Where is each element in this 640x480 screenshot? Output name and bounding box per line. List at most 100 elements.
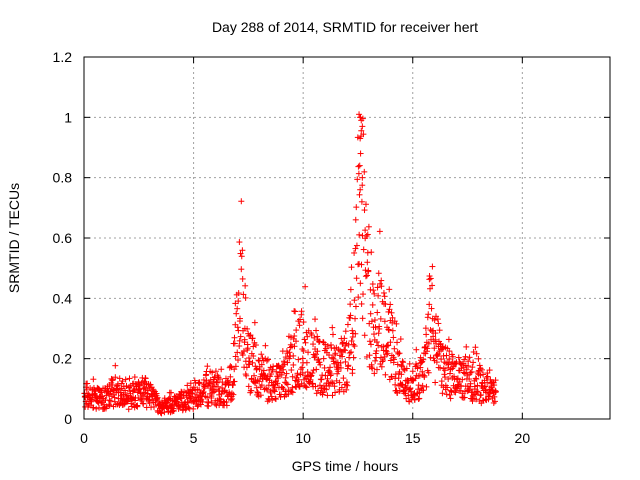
data-point	[238, 198, 245, 205]
data-point	[375, 292, 382, 299]
data-point	[116, 375, 123, 382]
data-point	[439, 343, 446, 350]
y-tick-label: 0.8	[53, 170, 73, 186]
data-point	[309, 370, 316, 377]
y-axis-title: SRMTID / TECUs	[6, 183, 22, 293]
data-point	[431, 345, 438, 352]
data-point	[351, 343, 358, 350]
data-point	[467, 380, 474, 387]
data-point	[491, 393, 498, 400]
data-point	[313, 366, 320, 373]
data-point	[302, 383, 309, 390]
data-point	[229, 395, 236, 402]
data-point	[355, 170, 362, 177]
data-point	[235, 298, 242, 305]
data-point	[125, 406, 132, 413]
data-point	[342, 358, 349, 365]
data-point	[213, 379, 220, 386]
data-point	[327, 364, 334, 371]
data-point	[491, 398, 498, 405]
data-point	[473, 376, 480, 383]
data-point	[300, 347, 307, 354]
data-point	[347, 312, 354, 319]
data-point	[362, 201, 369, 208]
data-point	[239, 247, 246, 254]
data-point	[168, 389, 175, 396]
data-point	[357, 280, 364, 287]
data-point	[411, 396, 418, 403]
data-point	[413, 362, 420, 369]
data-point	[299, 364, 306, 371]
data-point	[274, 380, 281, 387]
data-point	[234, 324, 241, 331]
data-point	[490, 399, 497, 406]
data-point	[298, 308, 305, 315]
data-point	[141, 389, 148, 396]
data-point	[492, 388, 499, 395]
data-point	[314, 348, 321, 355]
data-point	[294, 372, 301, 379]
data-point	[329, 324, 336, 331]
data-point	[83, 386, 90, 393]
data-point	[140, 379, 147, 386]
data-point	[374, 309, 381, 316]
x-tick-label: 15	[405, 430, 421, 446]
data-point	[340, 375, 347, 382]
data-point	[409, 376, 416, 383]
data-point	[268, 371, 275, 378]
data-point	[283, 380, 290, 387]
data-point	[476, 362, 483, 369]
data-point	[243, 364, 250, 371]
data-point	[310, 367, 317, 374]
data-point	[371, 317, 378, 324]
data-point	[238, 266, 245, 273]
data-point	[355, 294, 362, 301]
data-point	[248, 387, 255, 394]
data-point	[200, 388, 207, 395]
data-point	[134, 403, 141, 410]
chart-title: Day 288 of 2014, SRMTID for receiver her…	[212, 19, 478, 35]
data-point	[386, 286, 393, 293]
data-point	[359, 174, 366, 181]
data-point	[268, 379, 275, 386]
data-point	[443, 391, 450, 398]
data-point	[280, 366, 287, 373]
data-point	[340, 339, 347, 346]
data-point	[374, 284, 381, 291]
data-point	[454, 375, 461, 382]
data-point	[369, 281, 376, 288]
data-point	[255, 357, 262, 364]
data-point	[158, 410, 165, 417]
data-point	[313, 351, 320, 358]
data-point	[189, 390, 196, 397]
data-point	[353, 242, 360, 249]
data-point	[356, 162, 363, 169]
data-point	[380, 289, 387, 296]
data-point	[473, 388, 480, 395]
data-point	[196, 387, 203, 394]
data-point	[230, 391, 237, 398]
data-point	[283, 370, 290, 377]
data-point	[234, 349, 241, 356]
data-point	[265, 395, 272, 402]
data-point	[263, 376, 270, 383]
data-point	[329, 392, 336, 399]
data-point	[262, 385, 269, 392]
data-point	[428, 305, 435, 312]
data-point	[237, 315, 244, 322]
data-point	[465, 358, 472, 365]
data-point	[352, 330, 359, 337]
data-point	[219, 379, 226, 386]
data-point	[205, 398, 212, 405]
data-point	[368, 318, 375, 325]
data-point	[289, 389, 296, 396]
data-point	[460, 369, 467, 376]
y-tick-label: 0.2	[53, 351, 73, 367]
data-point	[236, 343, 243, 350]
data-point	[350, 341, 357, 348]
data-point	[390, 334, 397, 341]
data-point	[388, 373, 395, 380]
data-point	[351, 297, 358, 304]
data-point	[441, 371, 448, 378]
data-point	[249, 359, 256, 366]
